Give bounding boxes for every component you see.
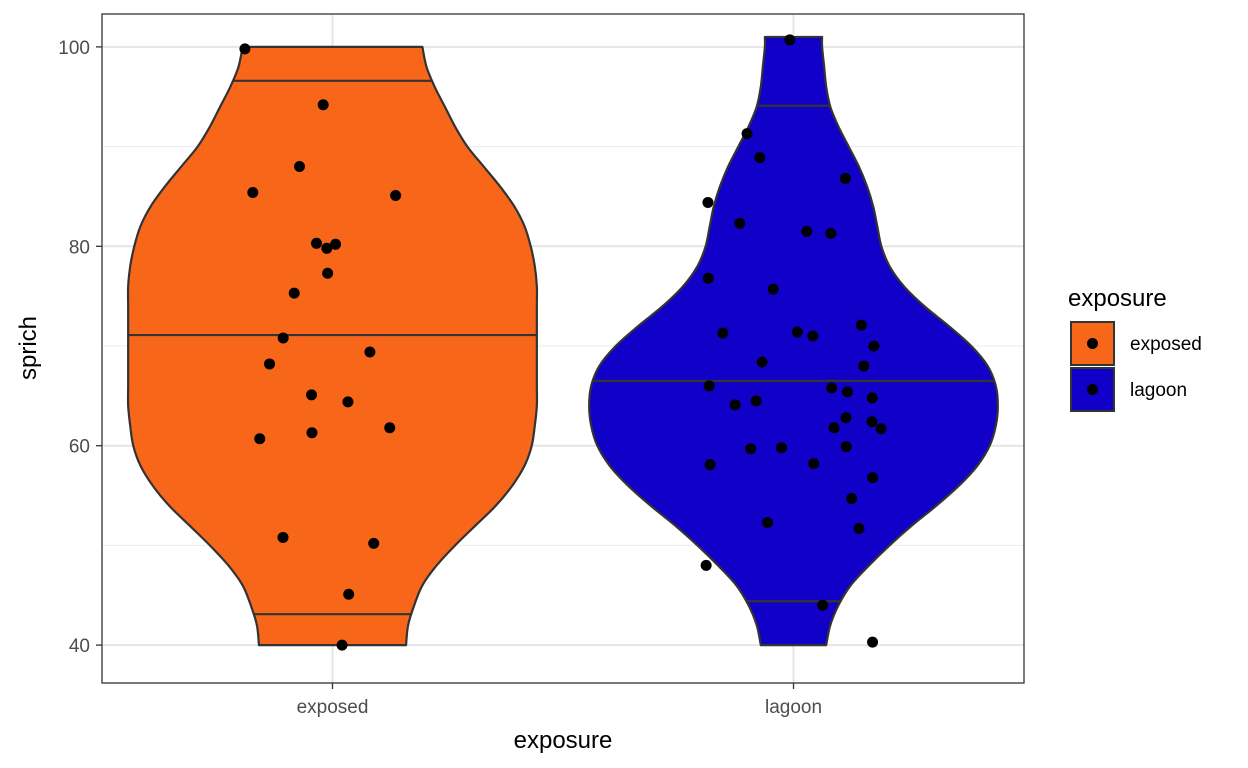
point-exposed <box>321 242 333 254</box>
legend-key-lagoon <box>1070 367 1115 412</box>
point-exposed <box>239 43 251 55</box>
violin-lagoon <box>588 35 999 647</box>
y-tick-label: 40 <box>69 636 90 657</box>
point-exposed <box>342 396 354 408</box>
x-tick-label: exposed <box>297 697 369 718</box>
point-lagoon <box>700 559 712 571</box>
point-lagoon <box>791 326 803 338</box>
point-exposed <box>306 389 318 401</box>
x-axis-title: exposure <box>514 727 613 754</box>
point-lagoon <box>826 382 838 394</box>
point-lagoon <box>866 392 878 404</box>
point-lagoon <box>801 225 813 237</box>
point-exposed <box>364 346 376 358</box>
point-lagoon <box>875 423 887 435</box>
point-lagoon <box>741 128 753 140</box>
point-exposed <box>277 332 289 344</box>
point-exposed <box>330 238 342 250</box>
point-exposed <box>390 189 402 201</box>
point-lagoon <box>704 459 716 471</box>
legend-point <box>1087 338 1098 349</box>
point-lagoon <box>828 422 840 434</box>
point-exposed <box>306 427 318 439</box>
point-lagoon <box>840 441 852 453</box>
point-lagoon <box>762 516 774 528</box>
y-axis-title: sprich <box>15 316 42 380</box>
point-exposed <box>264 358 276 370</box>
point-lagoon <box>734 217 746 229</box>
point-lagoon <box>867 636 879 648</box>
y-axis: 40 60 80 100 <box>58 38 102 657</box>
legend-point <box>1087 384 1098 395</box>
point-lagoon <box>784 34 796 46</box>
y-tick-label: 60 <box>69 437 90 458</box>
point-lagoon <box>775 442 787 454</box>
point-lagoon <box>855 319 867 331</box>
point-exposed <box>277 531 289 543</box>
point-exposed <box>317 99 329 111</box>
legend-title: exposure <box>1068 285 1167 312</box>
point-lagoon <box>808 458 820 470</box>
x-axis: exposed lagoon <box>297 683 822 718</box>
point-lagoon <box>825 227 837 239</box>
legend: exposure exposed lagoon <box>1068 285 1202 412</box>
point-lagoon <box>817 599 829 611</box>
violins-layer <box>126 35 999 647</box>
point-exposed <box>288 287 300 299</box>
plot-panel-border <box>101 13 1025 684</box>
legend-label: exposed <box>1130 334 1202 355</box>
point-lagoon <box>702 272 714 284</box>
point-lagoon <box>853 522 865 534</box>
y-tick-label: 100 <box>58 38 90 59</box>
point-exposed <box>294 161 306 173</box>
point-lagoon <box>866 416 878 428</box>
point-lagoon <box>868 340 880 352</box>
point-exposed <box>384 422 396 434</box>
point-lagoon <box>703 380 715 392</box>
point-lagoon <box>717 327 729 339</box>
point-exposed <box>254 433 266 445</box>
legend-key-exposed <box>1070 321 1115 366</box>
point-lagoon <box>867 472 879 484</box>
point-exposed <box>310 237 322 249</box>
point-lagoon <box>839 173 851 185</box>
point-exposed <box>247 186 259 198</box>
point-lagoon <box>841 386 853 398</box>
point-lagoon <box>756 356 768 368</box>
point-lagoon <box>767 283 779 295</box>
point-lagoon <box>729 399 741 411</box>
point-exposed <box>336 639 348 651</box>
point-lagoon <box>702 196 714 208</box>
point-lagoon <box>807 330 819 342</box>
x-tick-label: lagoon <box>765 697 822 718</box>
legend-label: lagoon <box>1130 380 1187 401</box>
point-lagoon <box>840 412 852 424</box>
point-exposed <box>368 537 380 549</box>
point-lagoon <box>754 152 766 164</box>
point-lagoon <box>858 360 870 372</box>
point-lagoon <box>745 443 757 455</box>
point-exposed <box>322 267 334 279</box>
point-exposed <box>343 588 355 600</box>
point-lagoon <box>846 493 858 505</box>
y-tick-label: 80 <box>69 237 90 258</box>
point-lagoon <box>750 395 762 407</box>
points-layer <box>239 34 887 651</box>
